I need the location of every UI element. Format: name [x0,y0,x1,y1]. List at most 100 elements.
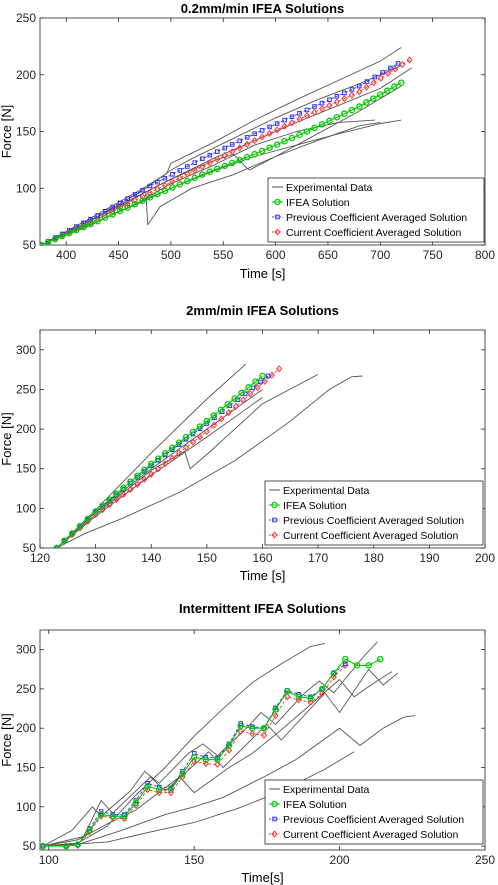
ifea-solution-point [141,466,148,474]
experimental-data-line [40,65,402,245]
legend: Experimental Data IFEA Solution Previous C… [264,480,484,546]
current-solution-point [202,760,209,768]
ifea-solution-point [97,811,105,818]
current-solution-point [363,83,370,91]
previous-solution-line [40,63,399,245]
plot-content [53,363,363,548]
experimental-data-line [42,715,416,847]
current-solution-point [162,460,169,468]
experimental-data-line [42,668,398,847]
current-solution-point [146,189,153,197]
current-solution-point [211,421,218,429]
y-tick-label: 300 [16,643,36,657]
current-solution-point [148,470,155,478]
x-tick-label: 150 [184,853,204,867]
ifea-solution-point [311,124,318,132]
y-tick-label: 250 [16,11,36,25]
previous-solution-point [312,104,317,109]
legend-label: Experimental Data [286,182,373,194]
x-axis-label: Time[s] [241,870,283,885]
ifea-solution-point [147,460,155,468]
previous-solution-point [265,373,271,379]
previous-solution-point [95,213,100,218]
ifea-solution-point [245,384,252,391]
ifea-solution-point [40,241,45,245]
previous-solution-point [67,227,72,233]
current-solution-point [254,384,261,392]
x-tick-label: 250 [475,853,495,867]
current-solution-point [406,56,413,64]
current-solution-point [272,712,279,720]
current-solution-point [319,690,326,698]
ifea-solution-point [333,113,341,121]
ifea-solution-point [144,783,151,790]
x-tick-label: 150 [197,551,217,565]
previous-solution-point [327,97,332,103]
previous-solution-point [207,152,213,158]
previous-solution-point [274,121,280,126]
legend-label: Previous Coefficient Averaged Solution [286,212,467,224]
current-solution-point [214,760,221,768]
ifea-solution-point [231,395,238,402]
ifea-solution-point [59,232,66,240]
y-tick-label: 250 [16,382,36,396]
ifea-solution-point [80,223,87,231]
ifea-solution-point [252,378,259,385]
ifea-solution-point [224,400,231,408]
ifea-solution-point [109,812,116,820]
legend-label: Current Coefficient Averaged Solution [283,829,458,841]
x-tick-label: 600 [266,248,286,262]
previous-solution-point [177,168,183,173]
ifea-solution-point [217,406,225,414]
current-solution-point [296,115,303,123]
experimental-data-line [56,363,247,548]
ifea-solution-point [353,662,361,669]
legend-box [264,480,484,546]
ifea-solution-point [113,490,120,497]
current-solution-point [261,377,268,385]
ifea-solution-point [363,99,370,106]
legend-swatch-marker [271,501,278,509]
ifea-solution-point [76,522,84,530]
current-solution-point [155,465,162,473]
previous-solution-point [267,124,272,130]
ifea-solution-point [307,695,314,702]
experimental-data-line [42,751,355,847]
current-solution-point [260,731,268,739]
legend-swatch-marker [271,800,278,808]
current-solution-point [196,433,203,441]
x-tick-label: 120 [30,551,50,565]
y-tick-label: 150 [16,761,36,775]
legend-box [267,177,485,243]
previous-solution-point [357,83,362,89]
ifea-solution-point [189,428,197,436]
previous-solution-point [244,135,250,140]
previous-solution-point [319,686,325,692]
ifea-solution-line [42,658,381,847]
current-solution-point [206,159,213,167]
current-solution-point [326,101,333,109]
chart-2: 2mm/min IFEA Solutions 120 130 140 150 160 170… [0,303,495,583]
ifea-solution-point [341,110,348,117]
ifea-solution-point [384,87,391,94]
previous-solution-point [334,94,340,99]
legend-swatch-marker [274,228,281,236]
ifea-solution-point [132,799,140,807]
ifea-solution-point [66,229,73,237]
ifea-solution-point [273,141,281,148]
ifea-solution-point [116,207,124,215]
ifea-solution-point [377,91,384,98]
chart-1: 0.2mm/min IFEA Solutions 400 450 500 550 600 6… [0,1,495,281]
ifea-solution-point [61,537,68,544]
x-tick-label: 700 [370,248,390,262]
previous-solution-point [214,149,220,154]
x-tick-label: 180 [364,551,384,565]
y-tick-label: 300 [16,343,36,357]
legend-swatch-marker [271,531,278,539]
ifea-solution-point [139,197,146,204]
current-solution-point [229,148,236,156]
x-tick-label: 500 [161,248,181,262]
current-solution-point [113,495,120,504]
previous-solution-point [342,90,347,96]
